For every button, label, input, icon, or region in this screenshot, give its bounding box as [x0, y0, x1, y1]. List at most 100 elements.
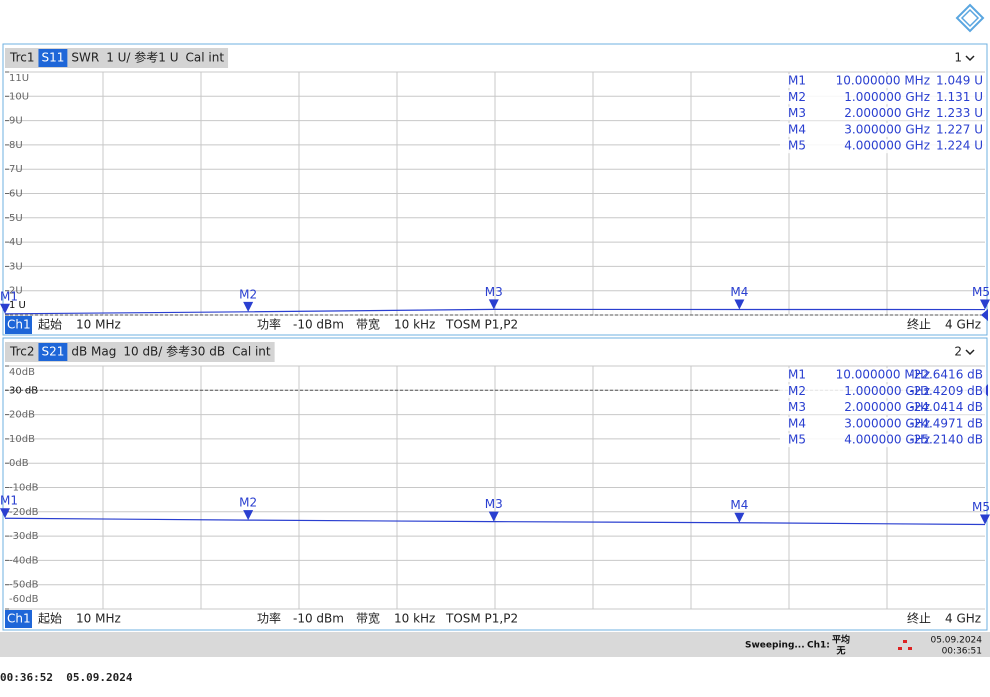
scale: 10 dB/ 参考30 dB — [123, 344, 225, 359]
scale: 1 U/ 参考1 U — [106, 50, 178, 65]
marker-name: M2 — [788, 90, 806, 104]
marker-table-bg — [780, 74, 986, 88]
marker-stimulus: 3.000000 GHz — [844, 122, 930, 136]
y-tick-label: 0dB — [9, 458, 29, 469]
marker-label: M3 — [485, 285, 503, 299]
marker-table-bg — [780, 106, 986, 121]
channel-bg — [5, 610, 32, 628]
footer-stop-label: 终止 — [907, 611, 931, 626]
marker-value: -24.4971 dB — [909, 416, 983, 430]
y-tick-label: 3U — [9, 261, 23, 272]
parameter: S21 — [41, 345, 64, 359]
y-tick-label: 10U — [9, 91, 29, 102]
marker-name: M2 — [788, 384, 806, 398]
marker-stimulus: 4.000000 GHz — [844, 433, 930, 447]
marker-value: 1.224 U — [936, 139, 983, 153]
chevron — [965, 349, 975, 356]
marker — [980, 514, 990, 525]
marker-value: -22.6416 dB — [909, 368, 983, 382]
marker-stimulus: 4.000000 GHz — [844, 139, 930, 153]
y-tick-label: 11U — [9, 73, 29, 84]
marker — [0, 303, 10, 314]
header-bg — [5, 342, 275, 362]
marker-table-bg — [780, 416, 986, 431]
marker — [243, 510, 254, 521]
footer-stop: 4 GHz — [945, 612, 981, 626]
y-tick-label: 2U — [9, 286, 23, 297]
marker-table-bg — [780, 368, 986, 382]
y-tick-label: -20dB — [9, 507, 39, 518]
footer-bw: 10 kHz — [394, 318, 435, 332]
marker-name: M4 — [788, 416, 806, 430]
channel-status: Ch1: — [807, 641, 830, 651]
marker — [488, 511, 499, 522]
date: 05.09.2024 — [930, 636, 982, 646]
y-tick-label: -30dB — [9, 531, 39, 542]
y-tick-label: 8U — [9, 140, 23, 151]
marker-label: M5 — [972, 500, 990, 514]
timestamp: 00:36:52 05.09.2024 — [0, 671, 133, 684]
marker — [0, 508, 10, 519]
marker-label: M1 — [0, 289, 18, 303]
marker-stimulus: 2.000000 GHz — [844, 400, 930, 414]
channel-bg — [5, 316, 32, 334]
marker-table-bg — [780, 90, 986, 105]
marker-stimulus: 10.000000 MHz — [836, 74, 930, 88]
marker-name: M3 — [788, 400, 806, 414]
y-tick-label: 7U — [9, 164, 23, 175]
format: dB Mag — [71, 345, 116, 359]
marker-table-bg — [780, 384, 986, 399]
marker-value: -25.2140 dB — [909, 433, 983, 447]
cal-state: Cal int — [186, 51, 225, 65]
format: SWR — [71, 51, 99, 65]
marker-label: M5 — [972, 285, 990, 299]
y-tick-label: -10dB — [9, 483, 39, 494]
marker-name: M5 — [788, 139, 806, 153]
cal-state: Cal int — [232, 345, 271, 359]
marker-stimulus: 1.000000 GHz — [844, 90, 930, 104]
footer-stop-label: 终止 — [907, 317, 931, 332]
average-state: 无 — [835, 646, 845, 657]
footer-start-label: 起始 — [38, 612, 62, 626]
y-tick-label: 20dB — [9, 410, 35, 421]
marker-value: 1.227 U — [936, 122, 983, 136]
window-number: 2 — [954, 345, 962, 359]
y-tick-label: -40dB — [9, 555, 39, 566]
channel: Ch1 — [7, 612, 31, 626]
marker-label: M2 — [239, 496, 257, 510]
parameter-bg — [38, 343, 68, 361]
status-bar — [0, 632, 990, 657]
parameter: S11 — [41, 51, 64, 65]
marker-value: -24.0414 dB — [909, 400, 983, 414]
y-tick-label: 30 dB — [9, 385, 38, 396]
marker-label: M1 — [0, 494, 18, 508]
y-tick-label: 40dB — [9, 367, 35, 378]
panel-frame — [2, 43, 988, 336]
footer-cal: TOSM P1,P2 — [445, 612, 518, 626]
marker — [488, 299, 499, 310]
footer-power-label: 功率 — [257, 611, 281, 626]
marker-name: M5 — [788, 433, 806, 447]
marker — [980, 299, 990, 310]
trace-name: Trc1 — [9, 51, 34, 65]
marker-label: M4 — [730, 498, 748, 512]
reference-arrow — [981, 309, 988, 321]
trace-name: Trc2 — [9, 345, 34, 359]
marker-name: M1 — [788, 74, 806, 88]
footer-start: 10 MHz — [76, 612, 121, 626]
footer-start: 10 MHz — [76, 318, 121, 332]
network-icon — [898, 640, 912, 650]
marker-table-bg — [780, 122, 986, 137]
y-tick-label: 10dB — [9, 434, 35, 445]
footer-bw-label: 带宽 — [356, 317, 380, 332]
chevron — [965, 55, 975, 62]
y-tick-label: 4U — [9, 237, 23, 248]
logo — [955, 3, 985, 33]
channel: Ch1 — [7, 318, 31, 332]
marker-label: M4 — [730, 285, 748, 299]
footer-bw: 10 kHz — [394, 612, 435, 626]
marker — [734, 512, 745, 523]
marker-name: M3 — [788, 106, 806, 120]
